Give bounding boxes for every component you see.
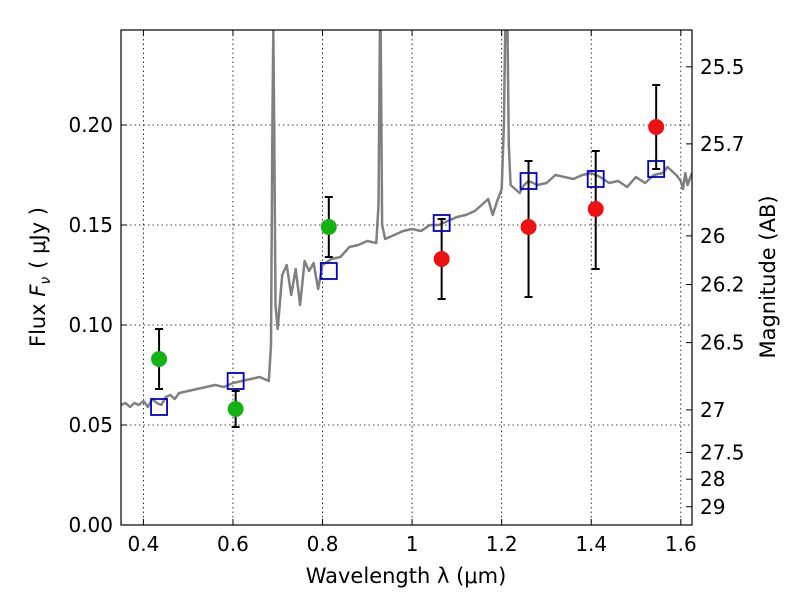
x-tick-label: 1.2 (486, 532, 518, 556)
y2-tick-label: 29 (700, 495, 725, 519)
y-tick-label: 0.05 (68, 413, 113, 437)
model-point (319, 262, 338, 280)
data-point (648, 119, 665, 135)
model-point (519, 172, 538, 190)
x-axis-label: Wavelength λ (μm) (306, 564, 507, 588)
y-tick-label: 0.10 (68, 313, 113, 337)
spectrum-line (121, 30, 692, 409)
y-tick-label: 0.15 (68, 213, 113, 237)
data-point (520, 219, 537, 235)
model-point (432, 214, 451, 232)
y2-tick-label: 27.5 (700, 440, 745, 464)
x-tick-label: 0.6 (217, 532, 249, 556)
data-point (320, 219, 337, 235)
x-tick-label: 0.4 (127, 532, 159, 556)
plot-frame (120, 29, 693, 526)
y-tick-label: 0.00 (68, 513, 113, 537)
y-tick-label: 0.20 (68, 113, 113, 137)
x-tick-label: 1.6 (665, 532, 697, 556)
model-point (150, 398, 168, 416)
data-point (587, 201, 604, 217)
y-axis-label-symbol: F (26, 284, 50, 297)
model-point (226, 372, 245, 390)
model-point (586, 170, 605, 188)
plot-area (121, 30, 692, 409)
x-tick-label: 1 (406, 532, 419, 556)
y-axis-label-post: ( μJy ) (26, 207, 50, 269)
y-axis-label: Flux Fν ( μJy ) (26, 207, 54, 347)
y2-tick-label: 25.5 (700, 55, 745, 79)
gridlines (121, 30, 692, 526)
y2-tick-label: 25.7 (700, 132, 745, 156)
model-point (647, 160, 666, 178)
axis-ticks: 0.4 0.6 0.8 1 1.2 1.4 1.6 0.00 0.05 0.10 0.15 0.20 2… (68, 30, 745, 556)
y2-tick-label: 26.2 (700, 273, 745, 297)
y2-tick-label: 27 (700, 398, 725, 422)
markers (150, 84, 666, 428)
data-point (433, 251, 450, 267)
y-axis-label-subscript: ν (38, 277, 54, 285)
x-tick-label: 1.4 (575, 532, 607, 556)
y2-tick-label: 26.5 (700, 331, 745, 355)
data-point (151, 351, 168, 367)
data-point (227, 401, 244, 417)
y2-axis-label: Magnitude (AB) (756, 195, 780, 358)
y2-tick-label: 28 (700, 467, 725, 491)
x-tick-label: 0.8 (307, 532, 339, 556)
y2-tick-label: 26 (700, 224, 725, 248)
y-axis-label-pre: Flux (26, 297, 50, 347)
